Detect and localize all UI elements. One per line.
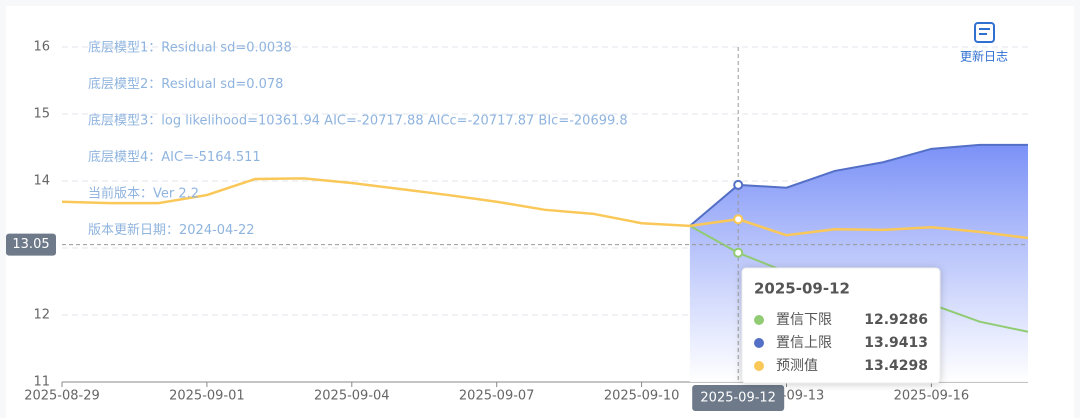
y-tick-label: 12 — [33, 308, 50, 323]
tooltip-marker — [754, 361, 764, 371]
button-label[interactable]: 更新日志 — [960, 49, 1008, 64]
cursor-x-label: 2025-09-12 — [700, 391, 776, 406]
tooltip-value: 12.9286 — [864, 312, 928, 328]
x-tick-label: 2025-09-07 — [459, 389, 535, 404]
annotation: 底层模型4：AIC=-5164.511 — [88, 149, 261, 165]
x-tick-label: 2025-08-29 — [24, 389, 100, 404]
annotation: 当前版本：Ver 2.2 — [88, 186, 199, 202]
x-tick-label: 2025-09-01 — [169, 389, 245, 404]
line — [61, 177, 1029, 240]
annotation: 版本更新日期：2024-04-22 — [88, 222, 255, 238]
changelog-button[interactable]: 更新日志 — [960, 22, 1008, 64]
x-tick-label: 2025-09-04 — [314, 389, 390, 404]
tooltip-name: 预测值 — [776, 358, 818, 374]
tooltip-name: 置信下限 — [776, 312, 832, 328]
y-tick-label: 15 — [33, 107, 50, 122]
x-tick-label: 2025-09-10 — [604, 389, 680, 404]
tooltip-title: 2025-09-12 — [754, 280, 850, 298]
point — [733, 247, 744, 258]
cursor-x-box — [692, 385, 785, 411]
tooltip-marker — [754, 338, 764, 348]
cursor-y-box — [6, 233, 56, 256]
cursor-y-label: 13.05 — [12, 237, 49, 252]
tooltip-value: 13.4298 — [864, 358, 928, 374]
y-tick-label: 16 — [33, 40, 50, 55]
point — [733, 179, 744, 190]
tooltip-name: 置信上限 — [776, 335, 832, 351]
x-tick-label: 2025-09-16 — [894, 389, 970, 404]
line — [689, 143, 1028, 227]
point — [733, 214, 744, 225]
tooltip — [741, 267, 941, 384]
annotation: 底层模型2：Residual sd=0.078 — [88, 76, 283, 92]
tooltip-value: 13.9413 — [864, 335, 928, 351]
tooltip-marker — [754, 315, 764, 325]
annotation: 底层模型3：log likelihood=10361.94 AIC=-20717… — [88, 113, 628, 129]
y-tick-label: 11 — [33, 375, 50, 390]
y-tick-label: 14 — [33, 174, 50, 189]
annotation: 底层模型1：Residual sd=0.0038 — [88, 40, 292, 56]
